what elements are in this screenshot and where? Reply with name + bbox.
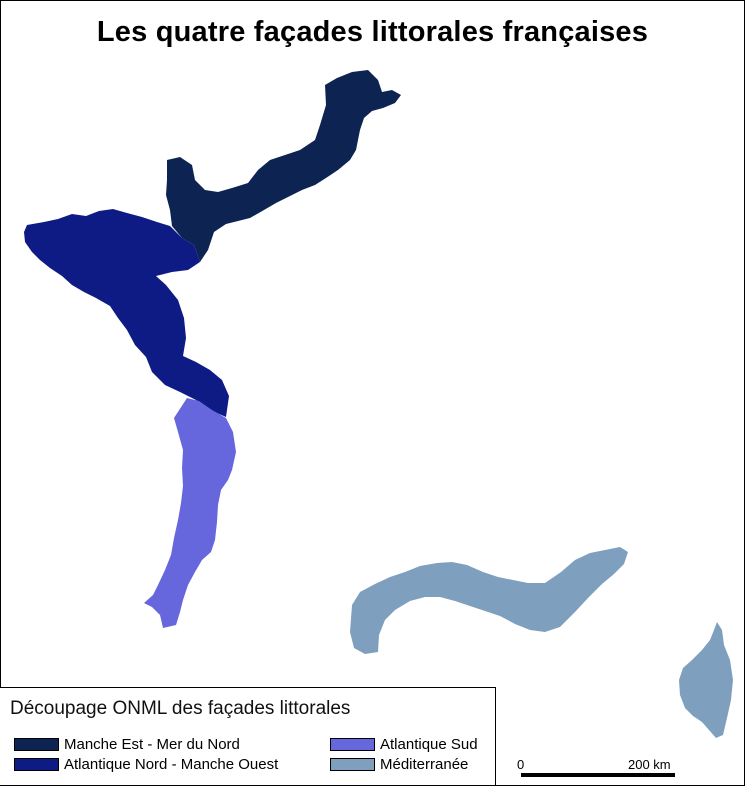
- legend-item-atlantique-nord: Atlantique Nord - Manche Ouest: [14, 756, 278, 773]
- legend-swatch: [14, 758, 59, 771]
- facade-atlantique-sud: [144, 398, 236, 628]
- facade-mediterranee-corse: [679, 622, 733, 738]
- facade-atlantique-nord-manche-ouest: [24, 209, 229, 417]
- legend-label: Atlantique Sud: [380, 736, 478, 753]
- scale-start-label: 0: [517, 757, 525, 772]
- legend-label: Atlantique Nord - Manche Ouest: [64, 756, 279, 773]
- legend-item-atlantique-sud: Atlantique Sud: [330, 736, 478, 753]
- legend-swatch: [14, 738, 59, 751]
- facade-mediterranee: [350, 547, 628, 654]
- legend: Découpage ONML des façades littorales Ma…: [0, 687, 496, 785]
- legend-swatch: [330, 758, 375, 771]
- legend-item-manche-est: Manche Est - Mer du Nord: [14, 736, 240, 753]
- legend-label: Méditerranée: [380, 756, 469, 773]
- map-title: Les quatre façades littorales françaises: [96, 16, 649, 48]
- legend-item-mediterranee: Méditerranée: [330, 756, 468, 773]
- facade-manche-est-mer-du-nord: [166, 70, 401, 262]
- legend-swatch: [330, 738, 375, 751]
- scale-bar: [521, 773, 675, 777]
- legend-label: Manche Est - Mer du Nord: [64, 736, 240, 753]
- scale-end-label: 200 km: [628, 757, 671, 772]
- legend-title: Découpage ONML des façades littorales: [10, 698, 351, 719]
